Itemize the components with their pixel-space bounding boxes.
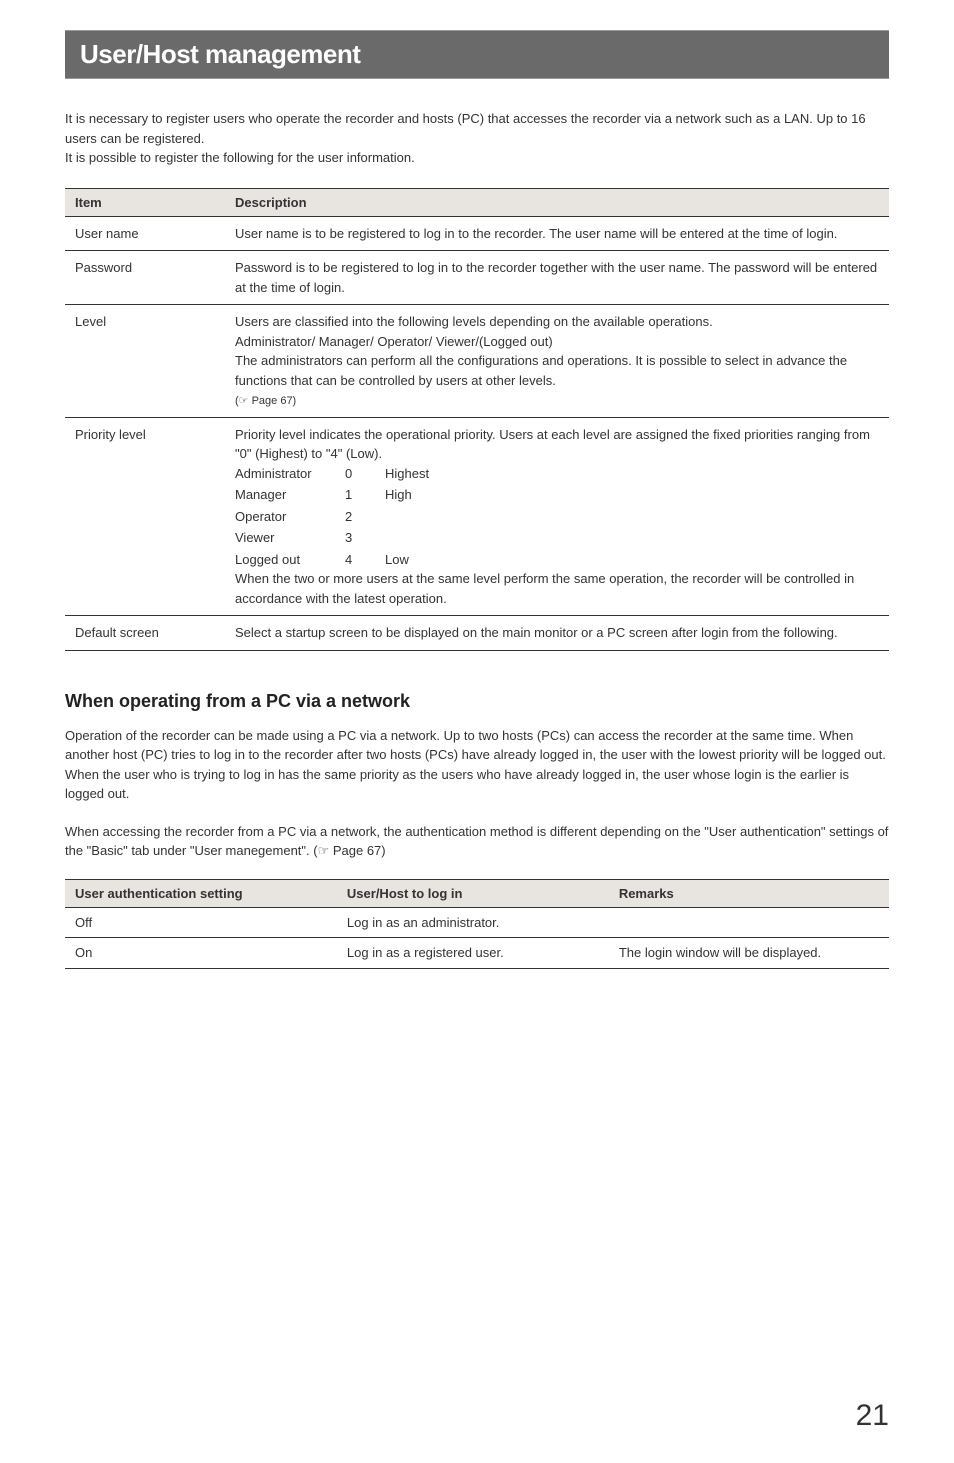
cell-remarks: The login window will be displayed.: [609, 938, 889, 969]
cell-setting: Off: [65, 907, 337, 938]
section-heading: When operating from a PC via a network: [65, 691, 889, 712]
section-para1: Operation of the recorder can be made us…: [65, 726, 889, 804]
intro-line2: It is possible to register the following…: [65, 150, 415, 165]
cell-description: Password is to be registered to log in t…: [225, 251, 889, 305]
level-line3: The administrators can perform all the c…: [235, 353, 847, 388]
level-line1: Users are classified into the following …: [235, 314, 713, 329]
cell-item: User name: [65, 216, 225, 251]
table-row: User name User name is to be registered …: [65, 216, 889, 251]
header-remarks: Remarks: [609, 879, 889, 907]
page-title-bar: User/Host management: [65, 30, 889, 79]
user-info-table: Item Description User name User name is …: [65, 188, 889, 651]
cell-description: Select a startup screen to be displayed …: [225, 616, 889, 651]
intro-line1: It is necessary to register users who op…: [65, 111, 866, 146]
cell-description: Users are classified into the following …: [225, 305, 889, 418]
grid-cell: Administrator: [235, 464, 345, 484]
header-description: Description: [225, 188, 889, 216]
header-login: User/Host to log in: [337, 879, 609, 907]
level-line2: Administrator/ Manager/ Operator/ Viewer…: [235, 334, 553, 349]
page-number: 21: [65, 1399, 889, 1433]
grid-cell: 2: [345, 507, 385, 527]
table-row: Off Log in as an administrator.: [65, 907, 889, 938]
cell-login: Log in as an administrator.: [337, 907, 609, 938]
table-row: Priority level Priority level indicates …: [65, 417, 889, 616]
table-row: Level Users are classified into the foll…: [65, 305, 889, 418]
table-row: Password Password is to be registered to…: [65, 251, 889, 305]
cell-setting: On: [65, 938, 337, 969]
cell-remarks: [609, 907, 889, 938]
cell-description: User name is to be registered to log in …: [225, 216, 889, 251]
grid-cell: [385, 528, 879, 548]
section-para2: When accessing the recorder from a PC vi…: [65, 822, 889, 861]
priority-intro: Priority level indicates the operational…: [235, 427, 870, 462]
table-row: Default screen Select a startup screen t…: [65, 616, 889, 651]
cell-item: Default screen: [65, 616, 225, 651]
header-setting: User authentication setting: [65, 879, 337, 907]
header-item: Item: [65, 188, 225, 216]
table-header-row: User authentication setting User/Host to…: [65, 879, 889, 907]
grid-cell: Operator: [235, 507, 345, 527]
auth-table: User authentication setting User/Host to…: [65, 879, 889, 969]
priority-grid: Administrator 0 Highest Manager 1 High O…: [235, 464, 879, 570]
cell-item: Level: [65, 305, 225, 418]
grid-cell: Manager: [235, 485, 345, 505]
priority-outro: When the two or more users at the same l…: [235, 571, 854, 606]
grid-cell: Logged out: [235, 550, 345, 570]
page-title: User/Host management: [80, 39, 874, 70]
cell-description: Priority level indicates the operational…: [225, 417, 889, 616]
grid-cell: [385, 507, 879, 527]
grid-cell: 4: [345, 550, 385, 570]
intro-paragraph: It is necessary to register users who op…: [65, 109, 889, 168]
grid-cell: Highest: [385, 464, 879, 484]
cell-item: Priority level: [65, 417, 225, 616]
grid-cell: 1: [345, 485, 385, 505]
table-row: On Log in as a registered user. The logi…: [65, 938, 889, 969]
grid-cell: 0: [345, 464, 385, 484]
grid-cell: Viewer: [235, 528, 345, 548]
table-header-row: Item Description: [65, 188, 889, 216]
grid-cell: Low: [385, 550, 879, 570]
cell-item: Password: [65, 251, 225, 305]
grid-cell: High: [385, 485, 879, 505]
level-line4: (☞ Page 67): [235, 395, 296, 407]
cell-login: Log in as a registered user.: [337, 938, 609, 969]
grid-cell: 3: [345, 528, 385, 548]
